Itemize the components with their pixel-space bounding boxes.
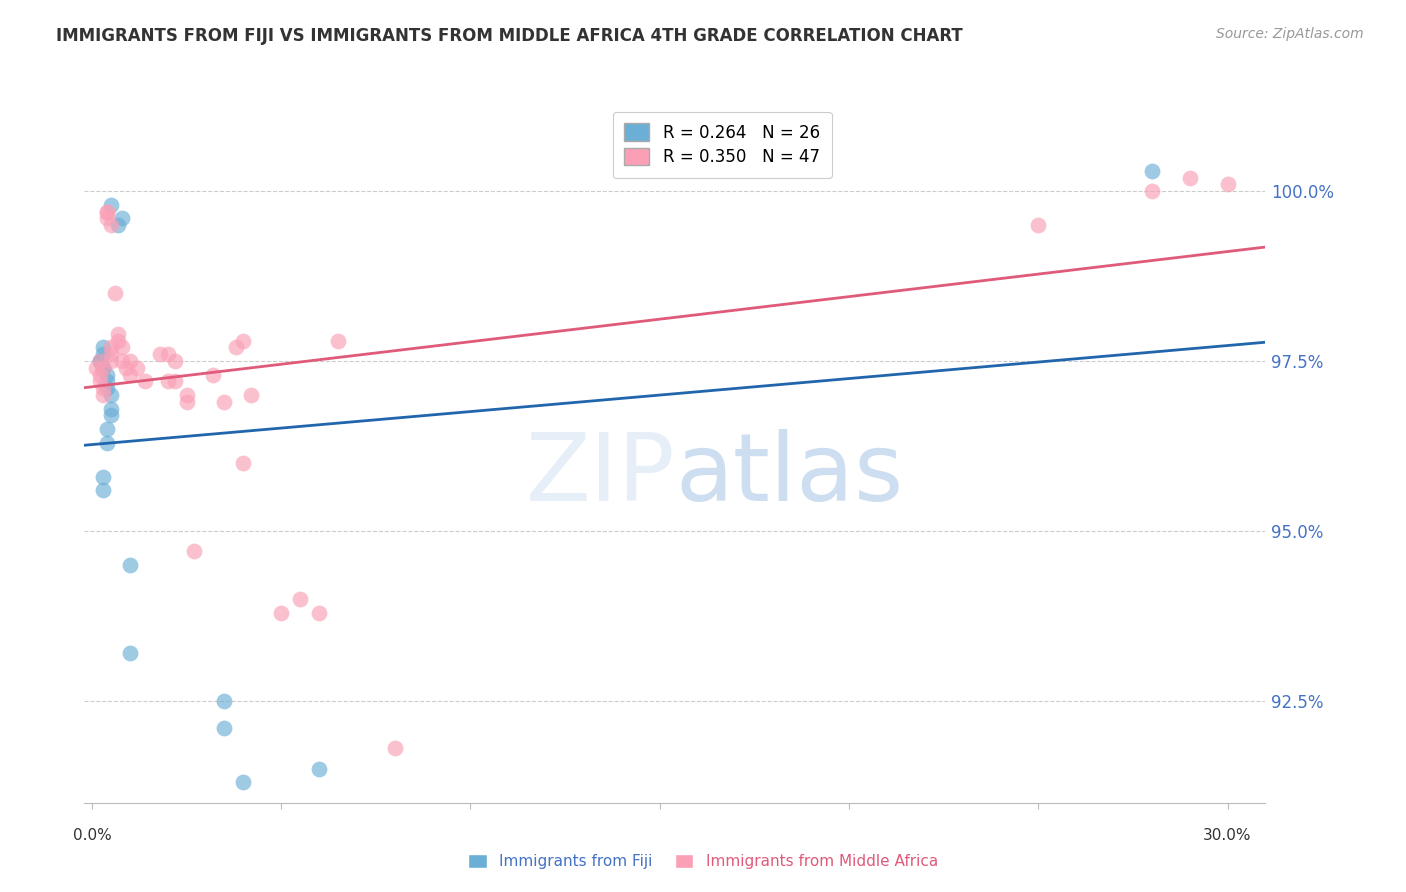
Point bbox=[107, 334, 129, 348]
Point bbox=[104, 286, 127, 301]
Point bbox=[149, 347, 172, 361]
Point bbox=[91, 483, 114, 498]
Point bbox=[232, 334, 254, 348]
Point bbox=[1216, 178, 1239, 192]
Point bbox=[1026, 218, 1049, 232]
Point bbox=[214, 394, 236, 409]
Point bbox=[156, 375, 179, 389]
Point bbox=[127, 360, 149, 375]
Point bbox=[118, 354, 141, 368]
Point bbox=[1140, 184, 1163, 198]
Point bbox=[100, 409, 122, 423]
Point bbox=[89, 375, 111, 389]
Point bbox=[165, 375, 187, 389]
Point bbox=[96, 204, 118, 219]
Text: 0.0%: 0.0% bbox=[73, 828, 111, 843]
Point bbox=[91, 347, 114, 361]
Text: ZIP: ZIP bbox=[526, 428, 675, 521]
Point bbox=[225, 341, 247, 355]
Point bbox=[100, 354, 122, 368]
Point bbox=[134, 375, 156, 389]
Point bbox=[384, 741, 406, 756]
Point bbox=[89, 354, 111, 368]
Point bbox=[308, 606, 330, 620]
Point bbox=[96, 435, 118, 450]
Point bbox=[326, 334, 349, 348]
Point bbox=[214, 694, 236, 708]
Point bbox=[111, 211, 134, 226]
Point bbox=[96, 422, 118, 436]
Point bbox=[91, 388, 114, 402]
Point bbox=[96, 381, 118, 395]
Text: IMMIGRANTS FROM FIJI VS IMMIGRANTS FROM MIDDLE AFRICA 4TH GRADE CORRELATION CHAR: IMMIGRANTS FROM FIJI VS IMMIGRANTS FROM … bbox=[56, 27, 963, 45]
Point bbox=[308, 762, 330, 776]
Point bbox=[111, 341, 134, 355]
Point bbox=[100, 218, 122, 232]
Point bbox=[176, 388, 198, 402]
Point bbox=[91, 341, 114, 355]
Point bbox=[239, 388, 262, 402]
Point bbox=[91, 360, 114, 375]
Point bbox=[96, 375, 118, 389]
Text: 30.0%: 30.0% bbox=[1204, 828, 1251, 843]
Point bbox=[100, 347, 122, 361]
Point bbox=[96, 211, 118, 226]
Legend: Immigrants from Fiji, Immigrants from Middle Africa: Immigrants from Fiji, Immigrants from Mi… bbox=[463, 848, 943, 875]
Point bbox=[183, 544, 205, 558]
Point bbox=[89, 354, 111, 368]
Point bbox=[89, 368, 111, 382]
Point bbox=[111, 354, 134, 368]
Point bbox=[156, 347, 179, 361]
Point bbox=[96, 204, 118, 219]
Point bbox=[270, 606, 292, 620]
Point bbox=[118, 558, 141, 572]
Point bbox=[176, 394, 198, 409]
Point bbox=[1178, 170, 1201, 185]
Point bbox=[100, 401, 122, 416]
Point bbox=[91, 360, 114, 375]
Point bbox=[91, 381, 114, 395]
Point bbox=[100, 341, 122, 355]
Point bbox=[165, 354, 187, 368]
Point bbox=[214, 721, 236, 735]
Point bbox=[118, 646, 141, 660]
Text: Source: ZipAtlas.com: Source: ZipAtlas.com bbox=[1216, 27, 1364, 41]
Point bbox=[107, 218, 129, 232]
Point bbox=[115, 360, 138, 375]
Point bbox=[89, 354, 111, 368]
Point bbox=[107, 326, 129, 341]
Point bbox=[91, 360, 114, 375]
Point bbox=[232, 775, 254, 789]
Point bbox=[84, 360, 107, 375]
Text: atlas: atlas bbox=[675, 428, 903, 521]
Point bbox=[1140, 163, 1163, 178]
Point bbox=[118, 368, 141, 382]
Point bbox=[96, 368, 118, 382]
Point bbox=[91, 469, 114, 483]
Point bbox=[100, 388, 122, 402]
Point bbox=[232, 456, 254, 470]
Legend: R = 0.264   N = 26, R = 0.350   N = 47: R = 0.264 N = 26, R = 0.350 N = 47 bbox=[613, 112, 831, 178]
Point bbox=[288, 591, 311, 606]
Point bbox=[100, 198, 122, 212]
Point bbox=[202, 368, 225, 382]
